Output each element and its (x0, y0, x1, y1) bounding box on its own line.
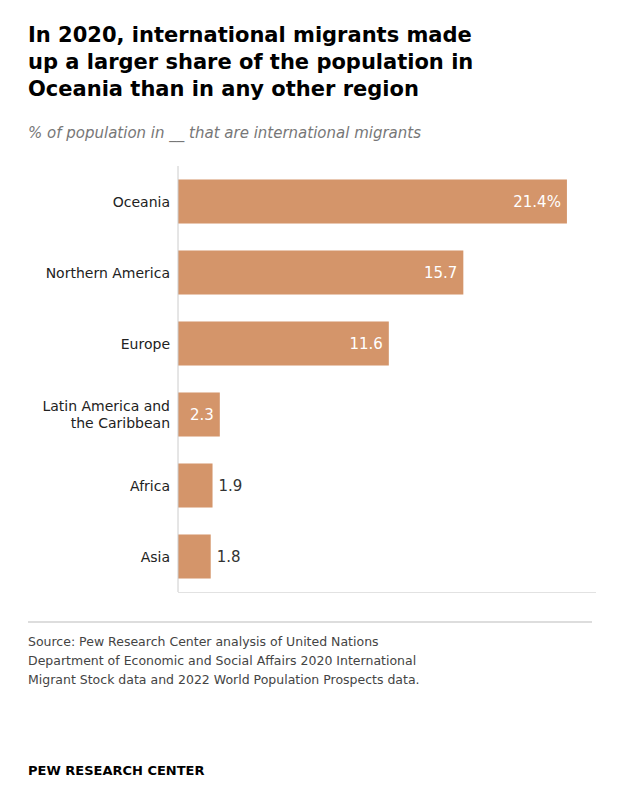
category-label: Latin America andthe Caribbean (42, 398, 170, 431)
bar (178, 321, 389, 365)
bar (178, 250, 463, 294)
category-label: Northern America (46, 265, 170, 281)
title: In 2020, international migrants madeup a… (28, 23, 473, 101)
data-label: 21.4% (513, 193, 561, 211)
data-labels: 21.4% 15.7 11.6 2.3 1.9 1.8 (190, 193, 561, 566)
background (0, 0, 620, 803)
bar (178, 534, 211, 578)
bar (178, 179, 567, 223)
category-label: Asia (141, 549, 170, 565)
x-axis-line (178, 592, 596, 593)
data-label: 2.3 (190, 406, 214, 424)
category-label: Europe (121, 336, 170, 352)
footer: PEW RESEARCH CENTER (28, 763, 204, 778)
category-label: Oceania (113, 194, 170, 210)
separator (28, 622, 592, 623)
data-label: 1.8 (217, 548, 241, 566)
chart-svg: In 2020, international migrants madeup a… (0, 0, 620, 803)
subtitle: % of population in __ that are internati… (28, 124, 421, 143)
bar (178, 392, 220, 436)
chart-container: In 2020, international migrants madeup a… (0, 0, 620, 803)
baseline (178, 166, 179, 592)
bars (178, 179, 567, 578)
category-labels: Oceania Northern America Europe Latin Ameri… (42, 194, 170, 565)
bar (178, 463, 213, 507)
data-label: 1.9 (219, 477, 243, 495)
data-label: 11.6 (349, 335, 382, 353)
source: Source: Pew Research Center analysis of … (28, 634, 420, 687)
category-label: Africa (130, 478, 170, 494)
data-label: 15.7 (424, 264, 457, 282)
